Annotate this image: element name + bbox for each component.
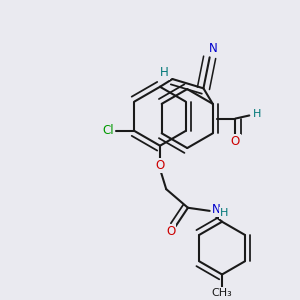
Text: O: O: [166, 224, 176, 238]
Text: O: O: [155, 159, 165, 172]
Text: N: N: [208, 42, 217, 55]
Text: Cl: Cl: [102, 124, 114, 137]
Text: N: N: [212, 203, 221, 216]
Text: H: H: [160, 66, 169, 79]
Text: H: H: [253, 109, 261, 119]
Text: O: O: [231, 135, 240, 148]
Text: H: H: [219, 208, 228, 218]
Text: CH₃: CH₃: [212, 288, 232, 298]
